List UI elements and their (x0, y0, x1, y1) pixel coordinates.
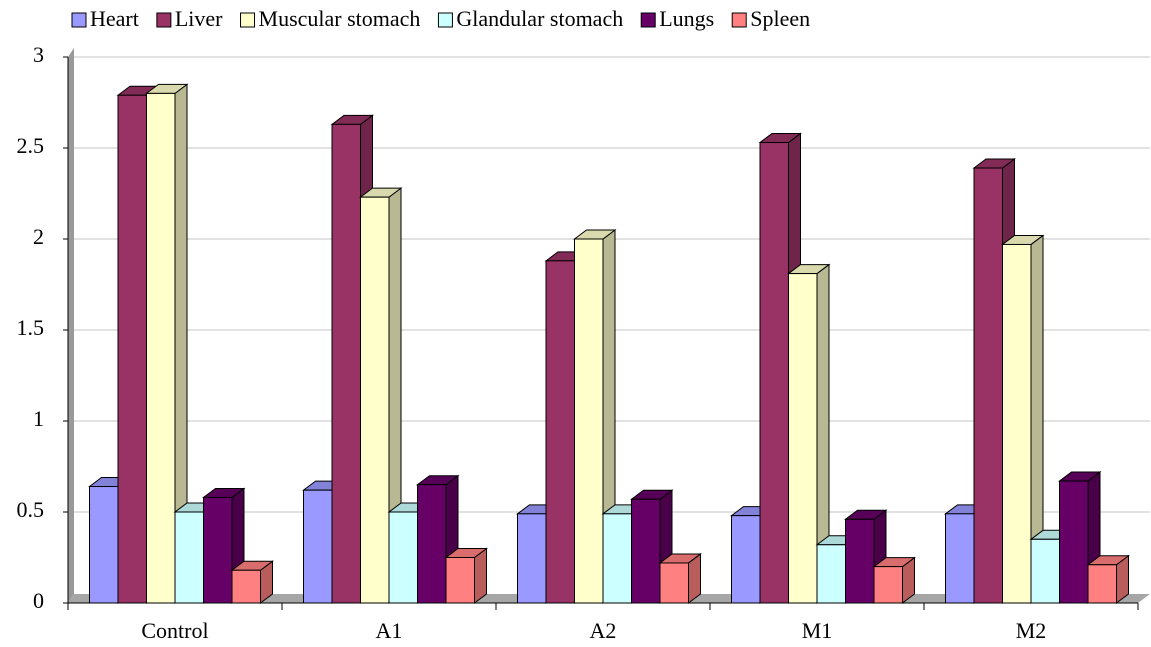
x-tick-label: A1 (376, 618, 403, 643)
y-tick-label: 2 (33, 224, 44, 249)
legend-label: Lungs (659, 6, 714, 31)
bar (873, 566, 903, 604)
legend-swatch (731, 12, 747, 28)
x-tick-label: Control (141, 618, 208, 643)
bar (574, 238, 604, 604)
bar (360, 196, 390, 604)
x-tick-label: M2 (1016, 618, 1047, 643)
bar (303, 489, 333, 604)
bar (388, 511, 418, 604)
x-tick-label: M1 (802, 618, 833, 643)
bar (231, 569, 261, 604)
bar (1030, 538, 1060, 604)
bar (331, 123, 361, 604)
legend-label: Glandular stomach (456, 6, 623, 31)
bar (1087, 564, 1117, 604)
legend-label: Heart (90, 6, 139, 31)
y-tick-label: 0.5 (17, 497, 45, 522)
bar (659, 562, 689, 604)
legend-label: Muscular stomach (259, 6, 421, 31)
y-tick-label: 3 (33, 42, 44, 67)
side-wall (68, 48, 74, 603)
y-tick-label: 1.5 (17, 315, 45, 340)
bar (117, 94, 147, 604)
bar (445, 557, 475, 604)
bar (631, 498, 661, 604)
bar (731, 515, 761, 604)
y-tick-label: 2.5 (17, 133, 45, 158)
legend-label: Liver (175, 6, 223, 31)
legend-swatch (71, 12, 87, 28)
legend-swatch (437, 12, 453, 28)
y-tick-label: 1 (33, 406, 44, 431)
bar (816, 544, 846, 604)
bar (146, 92, 176, 604)
y-tick-label: 0 (33, 588, 44, 613)
legend-label: Spleen (750, 6, 810, 31)
bar (203, 496, 233, 604)
bar (845, 518, 875, 604)
bar (417, 484, 447, 604)
legend-swatch (640, 12, 656, 28)
bar (759, 142, 789, 604)
bar (174, 511, 204, 604)
bar (945, 513, 975, 604)
legend-swatch (240, 12, 256, 28)
bar (788, 273, 818, 604)
bar (973, 167, 1003, 604)
bar (545, 260, 575, 604)
bar (517, 513, 547, 604)
x-tick-label: A2 (590, 618, 617, 643)
bar (602, 513, 632, 604)
legend-swatch (156, 12, 172, 28)
bar (1002, 243, 1032, 604)
bar (89, 486, 119, 604)
bar (1059, 480, 1089, 604)
